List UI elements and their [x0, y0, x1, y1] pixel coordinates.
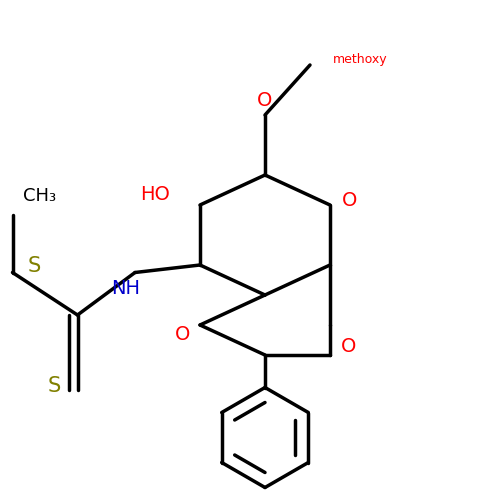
Text: S: S — [28, 256, 40, 276]
Text: O: O — [258, 90, 272, 110]
Text: O: O — [342, 190, 357, 210]
Text: CH₃: CH₃ — [24, 187, 56, 205]
Text: O: O — [341, 336, 356, 355]
Text: methoxy: methoxy — [332, 54, 387, 66]
Text: NH: NH — [112, 280, 140, 298]
Text: S: S — [48, 376, 60, 396]
Text: HO: HO — [140, 186, 170, 204]
Text: O: O — [175, 324, 190, 344]
